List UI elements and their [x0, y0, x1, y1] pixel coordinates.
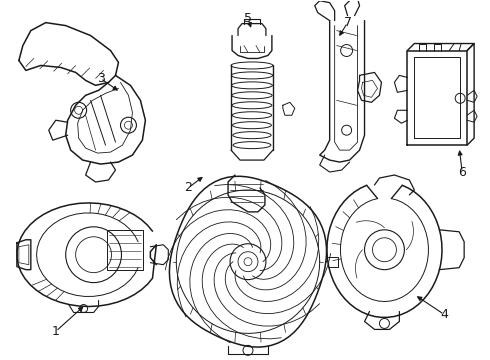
- Text: 6: 6: [458, 166, 466, 179]
- Text: 2: 2: [184, 181, 192, 194]
- Text: 3: 3: [97, 72, 104, 85]
- Text: 7: 7: [343, 16, 352, 29]
- Text: 1: 1: [52, 325, 60, 338]
- Text: 4: 4: [441, 308, 448, 321]
- Text: 5: 5: [244, 12, 252, 25]
